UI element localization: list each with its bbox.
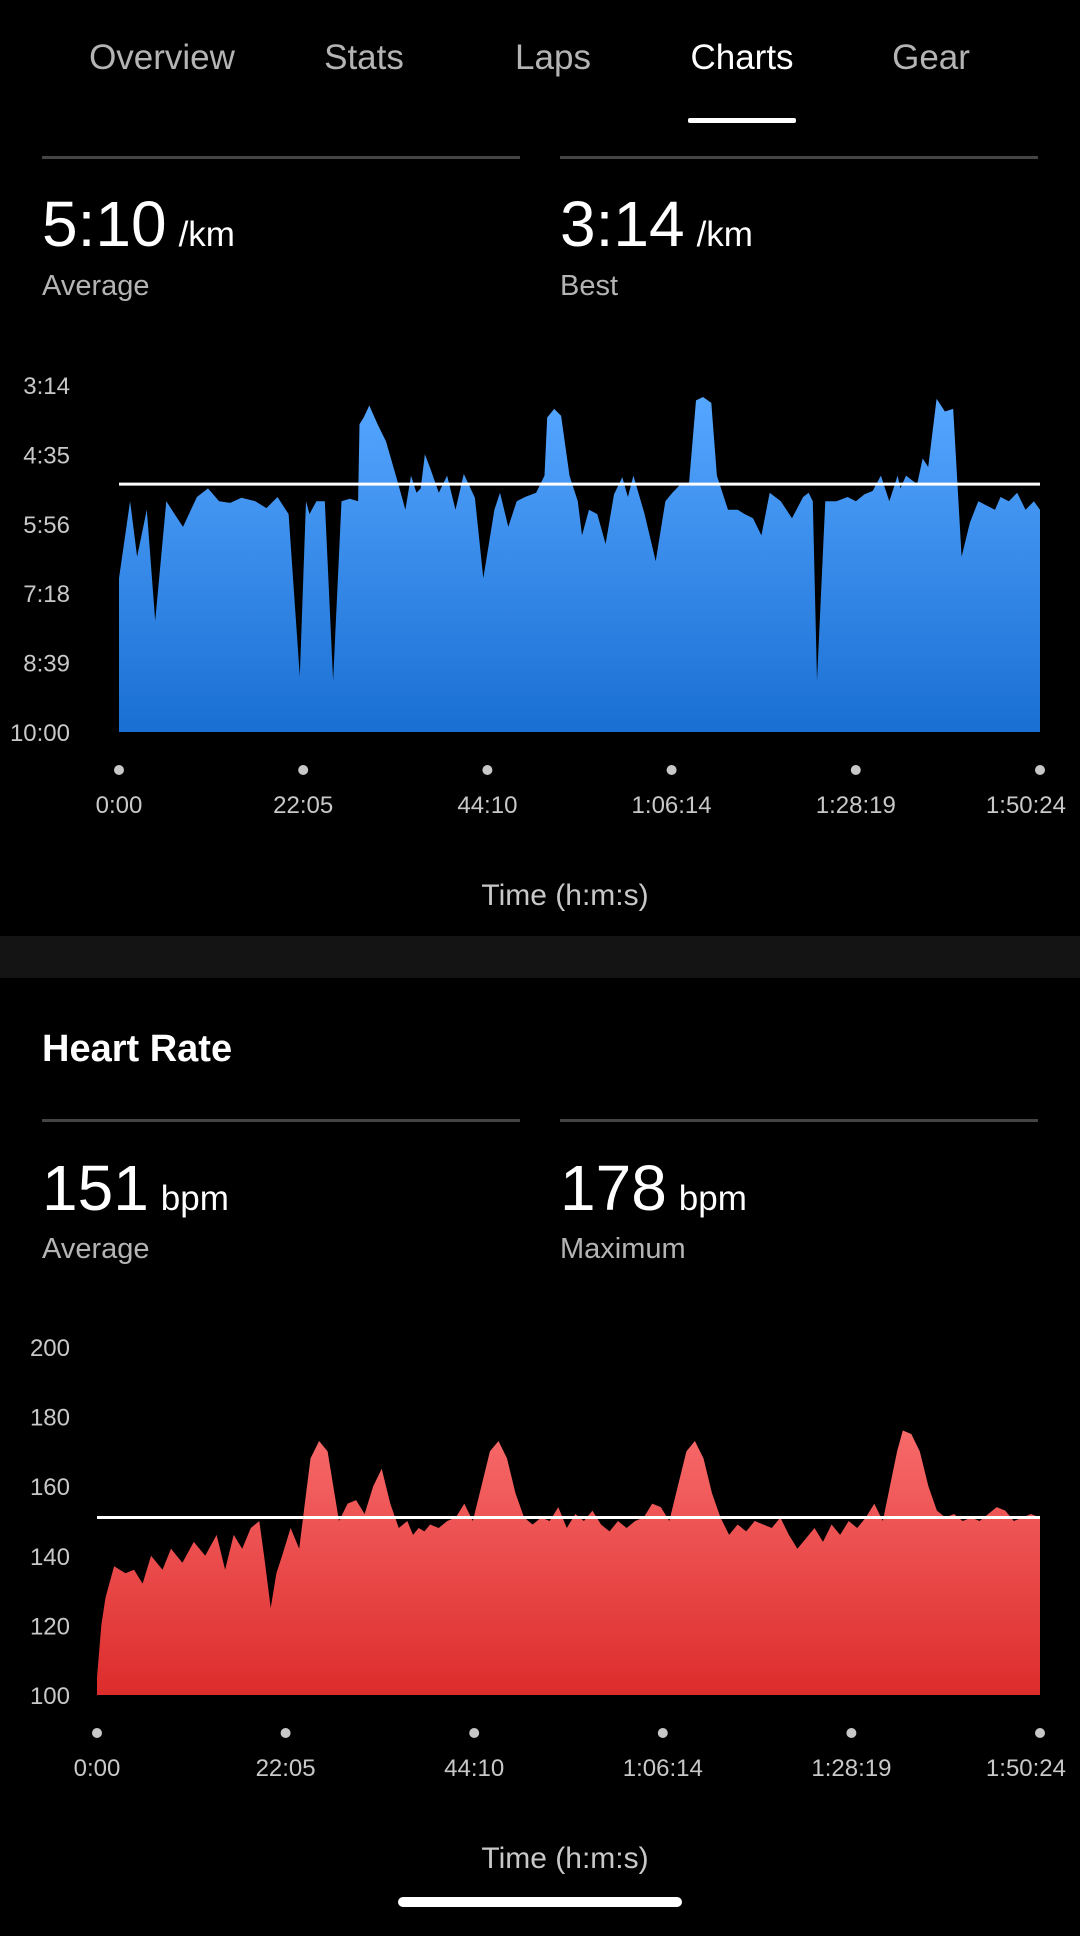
x-tick-dot	[850, 765, 861, 775]
pace-chart: 3:14 4:35 5:56 7:18 8:39 10:00 0:00 22:05 44:10 1…	[10, 373, 1066, 912]
y-tick-label: 4:35	[23, 442, 70, 469]
tab-overview[interactable]: Overview	[89, 38, 235, 77]
hr-average-value: 151 bpm	[42, 1156, 229, 1231]
y-tick-label: 180	[30, 1405, 70, 1432]
tab-charts[interactable]: Charts	[690, 38, 794, 77]
x-tick-dot	[114, 765, 124, 775]
y-tick-label: 8:39	[23, 651, 70, 678]
pace-best-label: Best	[560, 270, 619, 302]
x-axis-label: Time (h:m:s)	[481, 1842, 648, 1875]
x-tick-label: 22:05	[273, 792, 333, 819]
y-tick-label: 3:14	[23, 373, 70, 400]
x-tick-dot	[92, 1728, 102, 1738]
y-tick-label: 7:18	[23, 581, 70, 608]
x-tick-dot	[1035, 1728, 1045, 1738]
series-area	[119, 397, 1040, 732]
x-tick-label: 0:00	[96, 792, 143, 819]
y-tick-label: 200	[30, 1335, 70, 1362]
hr-max-value: 178 bpm	[560, 1156, 747, 1231]
y-tick-label: 140	[30, 1544, 70, 1571]
heart-rate-chart: 200 180 160 140 120 100 0:00 22:05 44:10 1:06:14 1…	[30, 1335, 1066, 1875]
x-tick-label: 1:50:24	[986, 792, 1066, 819]
y-tick-label: 10:00	[10, 720, 70, 747]
x-tick-dot	[469, 1728, 480, 1738]
x-tick-label: 44:10	[457, 792, 517, 819]
x-tick-label: 1:06:14	[623, 1755, 703, 1782]
x-tick-label: 22:05	[256, 1755, 316, 1782]
home-indicator[interactable]	[398, 1897, 682, 1907]
hr-max-divider	[560, 1119, 1038, 1122]
x-tick-label: 1:50:24	[986, 1755, 1066, 1782]
heart-rate-title: Heart Rate	[42, 1028, 233, 1070]
x-tick-label: 1:28:19	[816, 792, 896, 819]
tab-stats[interactable]: Stats	[324, 38, 404, 77]
x-tick-dot	[280, 1728, 291, 1738]
y-tick-label: 100	[30, 1683, 70, 1710]
x-tick-dot	[298, 765, 309, 775]
hr-max-label: Maximum	[560, 1233, 686, 1265]
x-tick-dot	[846, 1728, 857, 1738]
x-tick-dot	[666, 765, 677, 775]
tab-gear[interactable]: Gear	[892, 38, 970, 77]
pace-average-label: Average	[42, 270, 150, 302]
x-tick-label: 44:10	[444, 1755, 504, 1782]
y-tick-label: 5:56	[23, 512, 70, 539]
pace-average-divider	[42, 156, 520, 159]
pace-average-value: 5:10/km	[42, 192, 235, 267]
tab-laps[interactable]: Laps	[515, 38, 591, 77]
section-divider	[0, 936, 1080, 978]
pace-best-divider	[560, 156, 1038, 159]
activity-tabs: Overview Stats Laps Charts Gear	[0, 0, 1080, 124]
x-tick-label: 0:00	[74, 1755, 121, 1782]
x-tick-dot	[1035, 765, 1045, 775]
hr-average-unit: bpm	[160, 1179, 229, 1218]
hr-average-divider	[42, 1119, 520, 1122]
y-tick-label: 120	[30, 1613, 70, 1640]
y-tick-label: 160	[30, 1474, 70, 1501]
x-tick-dot	[657, 1728, 668, 1738]
series-area	[97, 1430, 1040, 1695]
x-tick-label: 1:28:19	[811, 1755, 891, 1782]
x-tick-label: 1:06:14	[632, 792, 712, 819]
hr-max-number: 178	[560, 1152, 667, 1224]
pace-best-value: 3:14/km	[560, 192, 753, 267]
x-axis-label: Time (h:m:s)	[481, 879, 648, 912]
hr-average-number: 151	[42, 1152, 149, 1224]
pace-best-unit: /km	[696, 215, 753, 254]
hr-average-label: Average	[42, 1233, 150, 1265]
active-tab-indicator	[688, 118, 796, 123]
pace-average-number: 5:10	[42, 188, 167, 260]
hr-max-unit: bpm	[678, 1179, 747, 1218]
pace-average-unit: /km	[178, 215, 235, 254]
x-tick-dot	[482, 765, 493, 775]
pace-best-number: 3:14	[560, 188, 685, 260]
